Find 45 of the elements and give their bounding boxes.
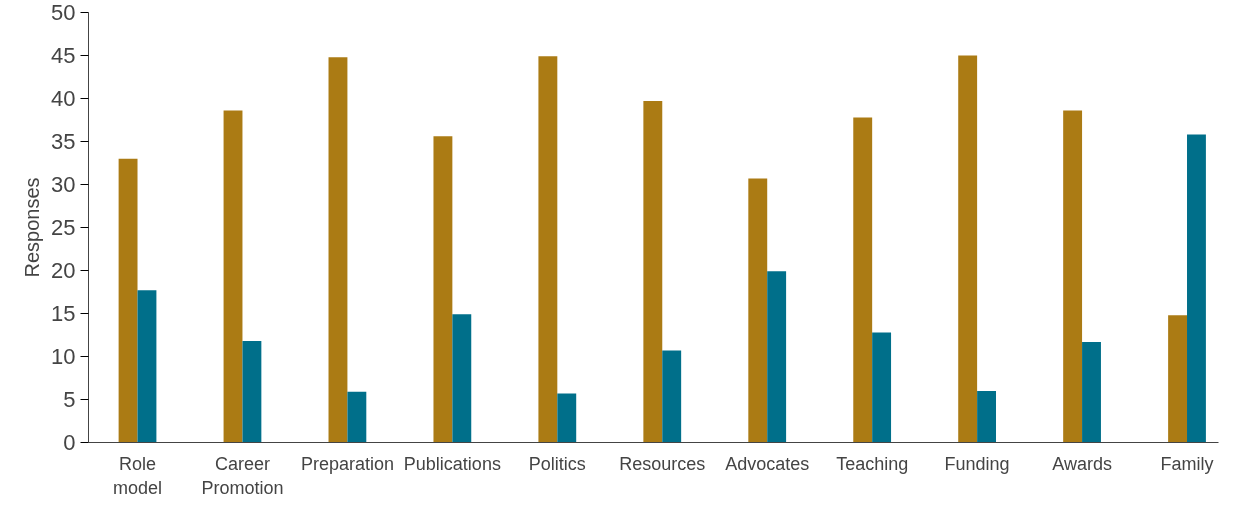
bar: [1063, 110, 1083, 443]
x-tick-label: Politics: [528, 453, 586, 474]
x-tick-label: Family: [1160, 453, 1214, 474]
y-axis-title: Responses: [21, 177, 44, 278]
y-tick-label: 20: [51, 258, 76, 283]
x-tick-label: Resources: [619, 453, 706, 474]
bar: [118, 158, 138, 443]
bar: [977, 390, 997, 443]
bar: [538, 56, 558, 443]
x-tick-label: Awards: [1052, 453, 1112, 474]
x-tick-label: Career Promotion: [201, 453, 284, 498]
x-tick-label: Teaching: [836, 453, 909, 474]
y-tick-label: 5: [63, 387, 76, 412]
bar: [223, 110, 243, 443]
x-tick-label: Role model: [113, 453, 163, 498]
y-tick-label: 15: [51, 301, 76, 326]
x-tick-label: Advocates: [725, 453, 810, 474]
bar: [557, 393, 577, 443]
x-tick-label: Preparation: [300, 453, 394, 474]
bar: [1187, 134, 1206, 443]
bar: [347, 391, 367, 443]
y-tick-label: 35: [51, 129, 76, 154]
y-tick-label: 50: [51, 0, 76, 25]
bar: [242, 341, 262, 443]
bar: [328, 57, 348, 443]
bar: [643, 101, 663, 443]
y-tick-label: 40: [51, 86, 76, 111]
bar: [137, 290, 157, 443]
bar: [662, 350, 682, 443]
bar: [1082, 341, 1101, 443]
bar: [767, 271, 787, 443]
bar: [1168, 315, 1188, 443]
bar: [452, 314, 472, 443]
y-tick-label: 30: [51, 172, 76, 197]
y-tick-label: 25: [51, 215, 76, 240]
bar: [748, 178, 768, 443]
x-tick-label: Funding: [944, 453, 1010, 474]
y-tick-label: 10: [51, 344, 76, 369]
x-tick-label: Publications: [403, 453, 501, 474]
bar: [853, 117, 873, 443]
bar: [958, 55, 978, 443]
y-tick-label: 45: [51, 43, 76, 68]
y-tick-label: 0: [63, 430, 76, 455]
bar: [433, 136, 453, 443]
bar: [872, 332, 892, 443]
